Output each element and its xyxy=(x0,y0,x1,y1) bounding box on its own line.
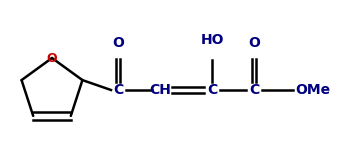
Text: O: O xyxy=(47,51,57,65)
Text: CH: CH xyxy=(149,83,171,97)
Text: O: O xyxy=(112,36,124,50)
Text: C: C xyxy=(113,83,123,97)
Text: C: C xyxy=(207,83,217,97)
Text: OMe: OMe xyxy=(295,83,330,97)
Text: O: O xyxy=(248,36,260,50)
Text: C: C xyxy=(249,83,259,97)
Text: HO: HO xyxy=(200,33,224,47)
